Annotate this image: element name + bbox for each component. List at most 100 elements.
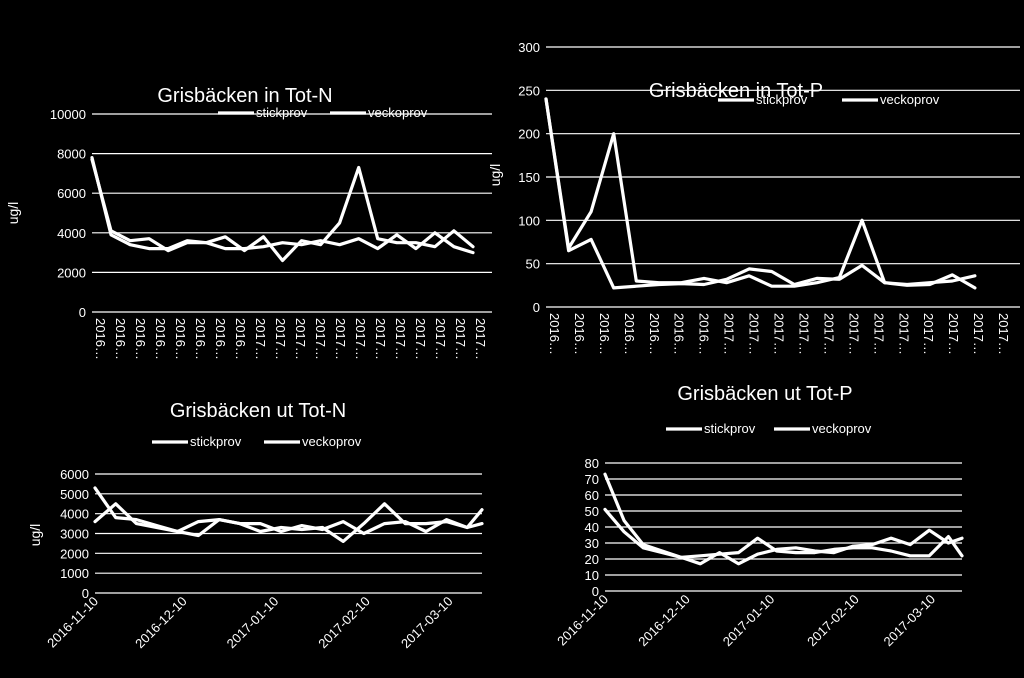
x-tick-label: 2016…	[572, 313, 587, 355]
x-tick-label: 2016…	[213, 318, 228, 360]
legend-label: stickprov	[190, 434, 242, 449]
x-tick-label: 2017…	[313, 318, 328, 360]
y-tick-label: 60	[585, 488, 599, 503]
y-axis-label: ug/l	[27, 524, 43, 547]
series-line-veckoprov	[603, 472, 964, 566]
x-tick-label: 2017…	[253, 318, 268, 360]
x-tick-label: 2017…	[413, 318, 428, 360]
y-tick-label: 250	[518, 83, 540, 98]
x-tick-label: 2016…	[153, 318, 168, 360]
x-tick-label: 2017…	[333, 318, 348, 360]
y-tick-label: 70	[585, 472, 599, 487]
y-tick-label: 6000	[57, 186, 86, 201]
x-tick-label: 2016…	[672, 313, 687, 355]
series-line-veckoprov	[90, 157, 475, 263]
y-tick-label: 10	[585, 568, 599, 583]
x-tick-label: 2017…	[796, 313, 811, 355]
series-line-stickprov	[93, 502, 484, 538]
x-tick-label: 2016…	[622, 313, 637, 355]
y-tick-label: 5000	[60, 487, 89, 502]
x-tick-label: 2016…	[133, 318, 148, 360]
x-tick-label: 2016…	[647, 313, 662, 355]
y-tick-label: 0	[82, 586, 89, 601]
x-tick-label: 2017…	[433, 318, 448, 360]
y-tick-label: 200	[518, 127, 540, 142]
y-tick-label: 20	[585, 552, 599, 567]
chart-panel-1: Grisbäcken in Tot-N 0 2000 4000 6000 8000 1000…	[5, 85, 492, 360]
y-tick-label: 4000	[60, 507, 89, 522]
x-tick-label: 2017…	[996, 313, 1011, 355]
y-tick-label: 100	[518, 213, 540, 228]
x-tick-label: 2016-11-10	[554, 592, 611, 649]
chart-title: Grisbäcken in Tot-N	[157, 85, 332, 107]
legend-label: veckoprov	[812, 421, 872, 436]
x-tick-label: 2017-01-10	[224, 594, 282, 652]
y-tick-label: 8000	[57, 147, 86, 162]
x-tick-label: 2017…	[971, 313, 986, 355]
x-tick-label: 2017…	[273, 318, 288, 360]
y-tick-label: 40	[585, 520, 599, 535]
y-tick-label: 10000	[50, 107, 86, 122]
x-tick-label: 2016…	[193, 318, 208, 360]
x-tick-label: 2017-03-10	[398, 594, 456, 652]
x-tick-label: 2016-12-10	[132, 594, 190, 652]
x-tick-label: 2017…	[896, 313, 911, 355]
chart-panel-2: Grisbäcken in Tot-P 0 50 100 150 200 250 300 ug/…	[487, 40, 1020, 355]
y-tick-label: 80	[585, 456, 599, 471]
y-tick-label: 2000	[57, 265, 86, 280]
y-tick-label: 0	[533, 300, 540, 315]
x-tick-label: 2016…	[547, 313, 562, 355]
series-line-veckoprov	[544, 97, 977, 288]
x-tick-label: 2017…	[821, 313, 836, 355]
legend-label: stickprov	[256, 105, 308, 120]
x-tick-label: 2017…	[473, 318, 488, 360]
x-tick-label: 2017…	[393, 318, 408, 360]
y-tick-label: 0	[79, 305, 86, 320]
x-tick-label: 2016-12-10	[635, 592, 693, 650]
legend-label: veckoprov	[368, 105, 428, 120]
x-tick-label: 2017-03-10	[881, 592, 939, 650]
x-tick-label: 2017…	[921, 313, 936, 355]
y-tick-label: 150	[518, 170, 540, 185]
x-tick-label: 2016…	[597, 313, 612, 355]
x-tick-label: 2017…	[293, 318, 308, 360]
x-tick-label: 2017…	[747, 313, 762, 355]
legend-label: stickprov	[756, 92, 808, 107]
chart-title: Grisbäcken in Tot-P	[649, 80, 823, 102]
x-tick-label: 2017…	[772, 313, 787, 355]
y-tick-label: 0	[592, 584, 599, 599]
x-tick-label: 2017…	[722, 313, 737, 355]
x-tick-label: 2016…	[93, 318, 108, 360]
y-tick-label: 300	[518, 40, 540, 55]
y-tick-label: 50	[526, 257, 540, 272]
legend-label: veckoprov	[302, 434, 362, 449]
series-line-veckoprov	[93, 486, 484, 544]
x-tick-label: 2016-11-10	[44, 594, 101, 651]
x-tick-label: 2016…	[233, 318, 248, 360]
y-tick-label: 6000	[60, 467, 89, 482]
y-tick-label: 4000	[57, 226, 86, 241]
y-tick-label: 3000	[60, 527, 89, 542]
y-tick-label: 30	[585, 536, 599, 551]
x-tick-label: 2017…	[353, 318, 368, 360]
chart-title: Grisbäcken ut Tot-N	[170, 400, 346, 422]
y-axis-label: ug/l	[487, 164, 503, 187]
y-tick-label: 1000	[60, 566, 89, 581]
y-axis-label: ug/l	[5, 202, 21, 225]
legend-label: stickprov	[704, 421, 756, 436]
series-line-stickprov	[544, 97, 977, 290]
x-tick-label: 2017-02-10	[315, 594, 373, 652]
chart-title: Grisbäcken ut Tot-P	[677, 383, 852, 405]
x-tick-label: 2017…	[453, 318, 468, 360]
x-tick-label: 2017…	[846, 313, 861, 355]
x-tick-label: 2016…	[113, 318, 128, 360]
legend-label: veckoprov	[880, 92, 940, 107]
x-tick-label: 2017-02-10	[804, 592, 862, 650]
y-tick-label: 50	[585, 504, 599, 519]
chart-panel-3: Grisbäcken ut Tot-N 0 1000 2000 3000 4000 5000…	[27, 400, 484, 652]
x-tick-label: 2016…	[173, 318, 188, 360]
x-tick-label: 2017…	[373, 318, 388, 360]
x-tick-label: 2017…	[946, 313, 961, 355]
